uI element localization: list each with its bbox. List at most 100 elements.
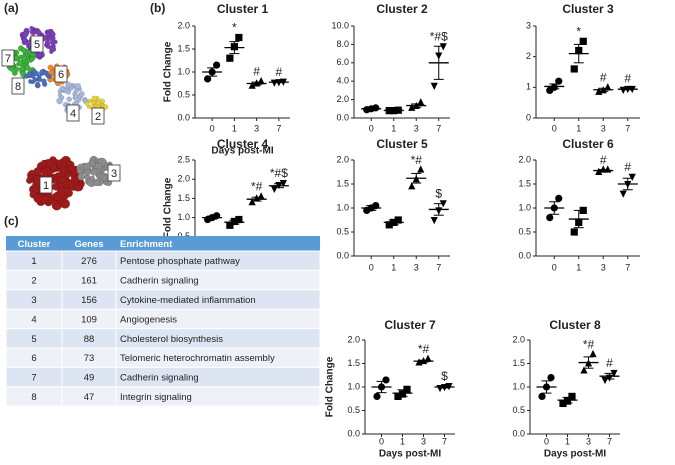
- significance: #: [624, 72, 631, 86]
- table-cell: 7: [31, 373, 36, 384]
- y-tick-label: 1: [526, 82, 531, 92]
- table-cell: Integrin signaling: [120, 392, 192, 403]
- node: [36, 52, 42, 58]
- x-tick-label: 0: [544, 436, 549, 446]
- point: [430, 217, 438, 225]
- y-tick-label: 0.0: [347, 428, 360, 438]
- significance: *#: [251, 180, 263, 194]
- node-label: 3: [111, 168, 117, 180]
- y-tick-label: 0.5: [512, 405, 525, 415]
- table-cell: Cadherin signaling: [120, 276, 199, 287]
- node: [73, 94, 78, 100]
- significance: *: [232, 21, 237, 35]
- x-tick-label: 3: [601, 262, 606, 272]
- significance: #: [624, 160, 631, 174]
- y-tick-label: 10.0: [331, 20, 349, 30]
- node: [90, 168, 98, 176]
- x-tick-label: 7: [436, 262, 441, 272]
- point: [580, 366, 588, 374]
- node: [14, 54, 20, 61]
- point: [235, 215, 243, 224]
- significance: #: [276, 65, 283, 79]
- node: [75, 83, 82, 90]
- x-tick-label: 7: [625, 262, 630, 272]
- point: [213, 61, 221, 69]
- point: [439, 43, 447, 51]
- point: [373, 392, 381, 400]
- node: [59, 176, 67, 184]
- y-tick-label: 1.5: [347, 358, 360, 368]
- node-label: 5: [34, 39, 40, 51]
- y-tick-label: 2.0: [347, 334, 360, 344]
- y-tick-label: 1.0: [177, 212, 190, 222]
- x-tick-label: 0: [369, 123, 374, 133]
- table-cell: 4: [31, 314, 36, 325]
- node: [37, 77, 43, 82]
- x-tick-label: 0: [379, 436, 384, 446]
- chart-title: Cluster 5: [376, 137, 428, 151]
- node: [22, 30, 29, 38]
- node: [29, 56, 35, 62]
- x-tick-label: 1: [565, 436, 570, 446]
- node-label-box: [54, 65, 68, 83]
- table-cell: 1: [31, 256, 36, 267]
- point: [417, 165, 425, 173]
- node: [41, 166, 52, 178]
- y-tick-label: 1.5: [177, 43, 190, 53]
- point: [538, 392, 546, 400]
- point: [226, 221, 234, 229]
- node: [19, 65, 25, 72]
- node: [47, 36, 53, 41]
- significance: *#: [418, 342, 430, 356]
- node: [83, 162, 91, 171]
- x-tick-label: 1: [232, 123, 237, 133]
- network: 5 7 6 8 4 2 1 3: [1, 25, 121, 211]
- point: [546, 214, 554, 222]
- header-cell: Genes: [74, 239, 103, 250]
- node: [91, 95, 97, 102]
- node: [61, 87, 66, 92]
- significance: *#$: [270, 166, 288, 180]
- point: [248, 198, 256, 206]
- point: [226, 54, 234, 62]
- table-cell: 49: [84, 373, 95, 384]
- table-cell: 73: [84, 353, 95, 364]
- y-tick-label: 1.5: [177, 193, 190, 203]
- node-label-box: [30, 35, 44, 53]
- y-tick-label: 4.0: [336, 76, 349, 86]
- chart-title: Cluster 3: [562, 2, 614, 16]
- node-label: 1: [43, 180, 49, 192]
- node: [77, 173, 86, 181]
- table-cell: 5: [31, 334, 36, 345]
- chart-title: Cluster 6: [562, 137, 614, 151]
- point: [568, 392, 576, 400]
- table-cell: 156: [81, 295, 97, 306]
- table-cell: Cytokine-mediated inflammation: [120, 295, 256, 306]
- node: [84, 101, 90, 107]
- significance: *: [576, 25, 581, 39]
- node: [45, 159, 54, 167]
- table-cell: Telomeric heterochromatin assembly: [120, 353, 275, 364]
- point: [555, 194, 563, 202]
- y-tick-label: 2.0: [336, 154, 349, 164]
- x-tick-label: 3: [586, 436, 591, 446]
- y-tick-label: 0.0: [336, 250, 349, 260]
- node: [26, 71, 33, 78]
- x-tick-label: 1: [391, 262, 396, 272]
- node-label: 6: [58, 69, 64, 81]
- point: [555, 77, 563, 85]
- x-axis-label: Days post-MI: [544, 449, 606, 460]
- significance: #: [253, 64, 260, 78]
- table-row: [5, 386, 321, 407]
- node: [28, 79, 33, 84]
- node: [96, 100, 101, 106]
- table-cell: 47: [84, 392, 95, 403]
- node: [35, 29, 42, 36]
- significance: *#: [583, 337, 595, 351]
- node: [28, 169, 36, 177]
- node-label: 8: [15, 81, 21, 93]
- y-tick-label: 2.0: [177, 174, 190, 184]
- significance: *#: [411, 153, 423, 167]
- node: [66, 89, 72, 95]
- node: [88, 159, 96, 167]
